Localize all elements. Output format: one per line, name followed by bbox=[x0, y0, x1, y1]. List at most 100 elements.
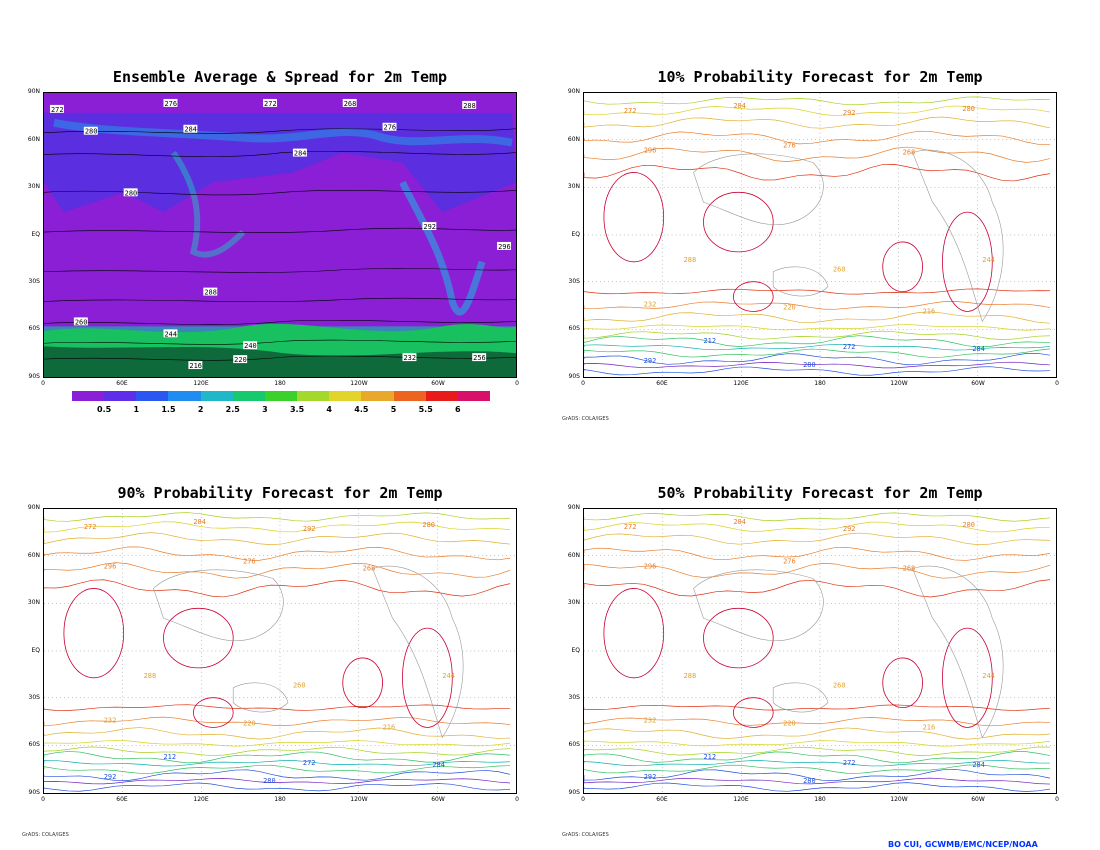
lon-label: 120E bbox=[193, 796, 209, 803]
contour-label: 280 bbox=[125, 189, 138, 197]
contour-label: 260 bbox=[833, 682, 846, 690]
contour-label: 280 bbox=[263, 777, 276, 785]
lon-label: 120E bbox=[733, 380, 749, 387]
panel-title: 50% Probability Forecast for 2m Temp bbox=[657, 484, 983, 502]
lon-label: 60W bbox=[431, 796, 445, 803]
colorbar-label: 4.5 bbox=[354, 405, 369, 414]
contour-label: 212 bbox=[703, 337, 716, 345]
contour-label: 284 bbox=[294, 150, 307, 158]
colorbar-label: 0.5 bbox=[97, 405, 112, 414]
contour-label: 244 bbox=[982, 672, 995, 680]
contour-label: 276 bbox=[783, 558, 796, 566]
contour-label: 256 bbox=[473, 354, 486, 362]
lat-label: 30N bbox=[27, 599, 40, 606]
lat-label: 60S bbox=[568, 741, 580, 748]
lon-label: 60E bbox=[656, 380, 668, 387]
lat-label: 60S bbox=[28, 741, 40, 748]
lat-label: 30S bbox=[28, 694, 40, 701]
contour-label: 268 bbox=[363, 565, 376, 573]
contour-label: 280 bbox=[962, 521, 975, 529]
panel-credit: GrADS: COLA/IGES bbox=[562, 416, 609, 422]
contour-label: 276 bbox=[783, 142, 796, 150]
lon-label: 120W bbox=[890, 380, 908, 387]
lon-label: 60E bbox=[116, 796, 128, 803]
panel-title: 90% Probability Forecast for 2m Temp bbox=[117, 484, 443, 502]
contour-label: 240 bbox=[244, 342, 257, 350]
contour-label: 272 bbox=[843, 343, 856, 351]
ensemble-contour-labels: 272 276 272 280 284 268 288 276 284 280 … bbox=[49, 98, 512, 370]
lon-label: 120E bbox=[733, 796, 749, 803]
contour-label: 272 bbox=[624, 523, 637, 531]
lat-label: 90S bbox=[28, 373, 40, 380]
p10-map: 272 284 292 280 296 276 268 288 260 244 232 220 216 2… bbox=[583, 92, 1057, 378]
contour-label: 216 bbox=[923, 723, 936, 731]
colorbar-segment bbox=[329, 391, 362, 401]
contour-label: 232 bbox=[104, 717, 117, 725]
colorbar-label: 2 bbox=[197, 405, 204, 414]
contour-field: 272 284 292 280 296 276 268 288 260 244 232 220 216 2… bbox=[44, 509, 516, 793]
contour-label: 220 bbox=[243, 719, 256, 727]
contour-label: 288 bbox=[684, 672, 697, 680]
colorbar-segment bbox=[393, 391, 426, 401]
lat-label: 30N bbox=[567, 599, 580, 606]
contour-label: 220 bbox=[234, 356, 247, 364]
contour-label: 216 bbox=[383, 723, 396, 731]
contour-label: 296 bbox=[644, 563, 657, 571]
lat-label: 90N bbox=[567, 504, 580, 511]
contour-label: 284 bbox=[184, 126, 197, 134]
contour-label: 220 bbox=[783, 303, 796, 311]
contour-label: 288 bbox=[684, 256, 697, 264]
lon-label: 0 bbox=[1055, 796, 1059, 803]
panel-p10: 10% Probability Forecast for 2m Temp 272… bbox=[562, 68, 1070, 428]
contour-label: 284 bbox=[432, 761, 445, 769]
contour-label: 292 bbox=[843, 525, 856, 533]
contour-label: 292 bbox=[104, 773, 117, 781]
noaa-credit: BO CUI, GCWMB/EMC/NCEP/NOAA bbox=[888, 840, 1038, 849]
colorbar-segment bbox=[104, 391, 137, 401]
contour-label: 280 bbox=[85, 128, 98, 136]
lat-label: 60N bbox=[567, 552, 580, 559]
contour-label: 272 bbox=[624, 107, 637, 115]
contour-label: 260 bbox=[75, 318, 88, 326]
lon-label: 0 bbox=[581, 796, 585, 803]
lat-label: 60S bbox=[568, 325, 580, 332]
colorbar-label: 1 bbox=[133, 405, 140, 414]
panel-title: Ensemble Average & Spread for 2m Temp bbox=[112, 68, 448, 86]
colorbar-label: 3 bbox=[262, 405, 268, 414]
colorbar-segment bbox=[425, 391, 458, 401]
lon-label: 0 bbox=[581, 380, 585, 387]
contour-label: 216 bbox=[189, 362, 202, 370]
lon-label: 60W bbox=[971, 796, 985, 803]
lon-label: 60E bbox=[116, 380, 128, 387]
colorbar-label: 1.5 bbox=[161, 405, 176, 414]
contour-label: 272 bbox=[303, 759, 316, 767]
contour-label: 296 bbox=[104, 563, 117, 571]
lon-label: 0 bbox=[41, 380, 45, 387]
lon-label: 0 bbox=[515, 380, 519, 387]
contour-field: 272 284 292 280 296 276 268 288 260 244 232 220 216 2… bbox=[584, 509, 1056, 793]
contour-label: 272 bbox=[264, 100, 277, 108]
contour-field: 272 284 292 280 296 276 268 288 260 244 232 220 216 2… bbox=[584, 93, 1056, 377]
contour-label: 244 bbox=[982, 256, 995, 264]
colorbar-label: 2.5 bbox=[225, 405, 240, 414]
lon-label: 180 bbox=[274, 380, 286, 387]
contour-label: 244 bbox=[164, 330, 177, 338]
contour-label: 292 bbox=[843, 109, 856, 117]
lat-label: 90N bbox=[27, 88, 40, 95]
colorbar-label: 5 bbox=[390, 405, 397, 414]
contour-label: 268 bbox=[903, 149, 916, 157]
contour-label: 284 bbox=[193, 518, 206, 526]
contour-label: 272 bbox=[84, 523, 97, 531]
panel-title: 10% Probability Forecast for 2m Temp bbox=[657, 68, 983, 86]
contour-label: 288 bbox=[144, 672, 157, 680]
lat-label: 60S bbox=[28, 325, 40, 332]
contour-label: 268 bbox=[344, 100, 357, 108]
contour-label: 280 bbox=[422, 521, 435, 529]
lat-label: 60N bbox=[27, 552, 40, 559]
contour-label: 280 bbox=[803, 777, 816, 785]
contour-label: 292 bbox=[644, 357, 657, 365]
panel-ensemble: Ensemble Average & Spread for 2m Temp bbox=[28, 68, 530, 428]
contour-label: 280 bbox=[803, 361, 816, 369]
contour-label: 232 bbox=[403, 354, 416, 362]
lon-label: 0 bbox=[515, 796, 519, 803]
